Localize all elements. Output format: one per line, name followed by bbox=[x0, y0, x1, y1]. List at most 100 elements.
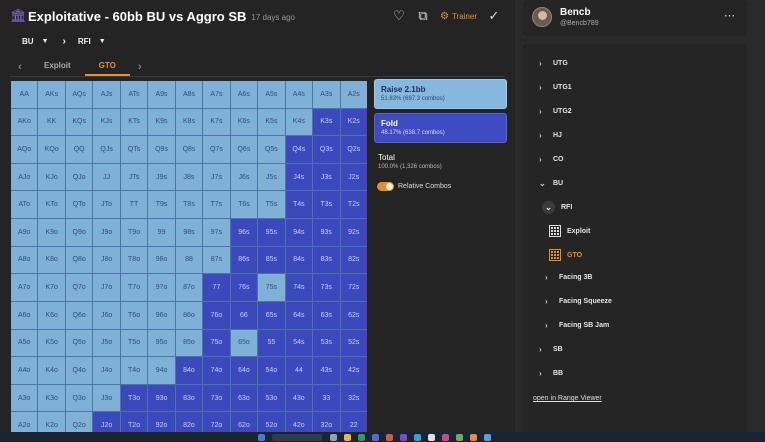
hand-cell[interactable]: T4s bbox=[285, 191, 313, 219]
hand-cell[interactable]: Q5o bbox=[65, 329, 93, 357]
hand-cell[interactable]: A7o bbox=[11, 274, 38, 301]
hand-cell[interactable]: 65s bbox=[258, 301, 285, 329]
hand-cell[interactable]: A5o bbox=[11, 329, 38, 357]
hand-cell[interactable]: Q3o bbox=[65, 384, 93, 412]
hand-cell[interactable]: KQs bbox=[65, 108, 93, 136]
hand-cell[interactable]: J9s bbox=[148, 163, 175, 191]
tree-item-facing-3b[interactable]: › Facing 3B bbox=[545, 273, 592, 282]
hand-cell[interactable]: K9s bbox=[148, 108, 175, 136]
hand-cell[interactable]: 44 bbox=[285, 357, 313, 384]
more-options-icon[interactable]: ⋯ bbox=[724, 10, 735, 22]
hand-cell[interactable]: K5s bbox=[258, 108, 285, 136]
hand-cell[interactable]: Q2s bbox=[340, 136, 367, 163]
hand-cell[interactable]: 93o bbox=[148, 384, 175, 412]
hand-cell[interactable]: K5o bbox=[38, 329, 65, 357]
hand-cell[interactable]: ATo bbox=[11, 191, 38, 219]
hand-cell[interactable]: T7s bbox=[203, 191, 230, 219]
hand-cell[interactable]: J9o bbox=[93, 219, 120, 246]
hand-cell[interactable]: 98o bbox=[148, 246, 175, 274]
hand-cell[interactable]: K6s bbox=[230, 108, 258, 136]
hand-cell[interactable]: KK bbox=[38, 108, 65, 136]
hand-cell[interactable]: ATs bbox=[120, 81, 148, 108]
taskbar-app-icon[interactable] bbox=[386, 434, 393, 441]
tree-item-utg[interactable]: › UTG bbox=[539, 59, 568, 68]
hand-cell[interactable]: 74s bbox=[285, 274, 313, 301]
share-icon[interactable]: ⧉ bbox=[418, 8, 428, 23]
hand-cell[interactable]: 77 bbox=[203, 274, 230, 301]
hand-cell[interactable]: A7s bbox=[203, 81, 230, 108]
hand-cell[interactable]: JTo bbox=[93, 191, 120, 219]
hand-cell[interactable]: 86o bbox=[175, 301, 203, 329]
hand-cell[interactable]: 83o bbox=[175, 384, 203, 412]
hand-cell[interactable]: 62s bbox=[340, 301, 367, 329]
hand-cell[interactable]: 64o bbox=[230, 357, 258, 384]
hand-cell[interactable]: J5s bbox=[258, 163, 285, 191]
hand-cell[interactable]: A3o bbox=[11, 384, 38, 412]
hand-cell[interactable]: K9o bbox=[38, 219, 65, 246]
hand-cell[interactable]: J2s bbox=[340, 163, 367, 191]
hand-cell[interactable]: 96o bbox=[148, 301, 175, 329]
tab-prev-icon[interactable]: ‹ bbox=[18, 61, 22, 73]
hand-cell[interactable]: 87s bbox=[203, 246, 230, 274]
hand-cell[interactable]: 85o bbox=[175, 329, 203, 357]
hand-cell[interactable]: QTo bbox=[65, 191, 93, 219]
hand-cell[interactable]: Q7o bbox=[65, 274, 93, 301]
hand-cell[interactable]: J6s bbox=[230, 163, 258, 191]
tree-item-exploit[interactable]: Exploit bbox=[549, 225, 590, 237]
hand-cell[interactable]: AKs bbox=[38, 81, 65, 108]
hand-cell[interactable]: 87o bbox=[175, 274, 203, 301]
hand-cell[interactable]: 54s bbox=[285, 329, 313, 357]
hand-cell[interactable]: 76s bbox=[230, 274, 258, 301]
hand-cell[interactable]: J3o bbox=[93, 384, 120, 412]
tree-item-bu[interactable]: ⌄ BU bbox=[539, 179, 563, 188]
hand-cell[interactable]: K8s bbox=[175, 108, 203, 136]
hand-cell[interactable]: K2s bbox=[340, 108, 367, 136]
hand-cell[interactable]: A8s bbox=[175, 81, 203, 108]
taskbar-folder-icon[interactable] bbox=[344, 434, 351, 441]
fold-action-card[interactable]: Fold 48.17% (638.7 combos) bbox=[374, 113, 507, 143]
hand-cell[interactable]: Q8o bbox=[65, 246, 93, 274]
taskbar-app-icon[interactable] bbox=[456, 434, 463, 441]
hand-cell[interactable]: KJs bbox=[93, 108, 120, 136]
hand-cell[interactable]: AKo bbox=[11, 108, 38, 136]
hand-cell[interactable]: K4s bbox=[285, 108, 313, 136]
hand-cell[interactable]: T8s bbox=[175, 191, 203, 219]
hand-cell[interactable]: 43o bbox=[285, 384, 313, 412]
breadcrumb-position[interactable]: BU ▼ bbox=[22, 37, 49, 46]
hand-cell[interactable]: A5s bbox=[258, 81, 285, 108]
hand-cell[interactable]: 85s bbox=[258, 246, 285, 274]
hand-cell[interactable]: 55 bbox=[258, 329, 285, 357]
hand-cell[interactable]: 75s bbox=[258, 274, 285, 301]
hand-cell[interactable]: 88 bbox=[175, 246, 203, 274]
hand-cell[interactable]: T6s bbox=[230, 191, 258, 219]
hand-cell[interactable]: 86s bbox=[230, 246, 258, 274]
hand-cell[interactable]: AJs bbox=[93, 81, 120, 108]
hand-cell[interactable]: 73o bbox=[203, 384, 230, 412]
taskbar-app-icon[interactable] bbox=[372, 434, 379, 441]
tree-item-co[interactable]: › CO bbox=[539, 155, 564, 164]
avatar[interactable] bbox=[532, 7, 552, 27]
hand-cell[interactable]: Q9s bbox=[148, 136, 175, 163]
hand-cell[interactable]: J7s bbox=[203, 163, 230, 191]
hand-cell[interactable]: QJs bbox=[93, 136, 120, 163]
hand-cell[interactable]: J3s bbox=[313, 163, 340, 191]
hand-cell[interactable]: A3s bbox=[313, 81, 340, 108]
hand-cell[interactable]: 64s bbox=[285, 301, 313, 329]
hand-cell[interactable]: Q6s bbox=[230, 136, 258, 163]
heart-icon[interactable]: ♡ bbox=[393, 8, 405, 23]
tab-next-icon[interactable]: › bbox=[138, 61, 142, 73]
taskbar-app-icon[interactable] bbox=[428, 434, 435, 441]
hand-cell[interactable]: 99 bbox=[148, 219, 175, 246]
hand-cell[interactable]: QQ bbox=[65, 136, 93, 163]
hand-cell[interactable]: 52s bbox=[340, 329, 367, 357]
hand-cell[interactable]: K7s bbox=[203, 108, 230, 136]
hand-cell[interactable]: 83s bbox=[313, 246, 340, 274]
hand-cell[interactable]: 65o bbox=[230, 329, 258, 357]
hand-cell[interactable]: QJo bbox=[65, 163, 93, 191]
hand-cell[interactable]: JTs bbox=[120, 163, 148, 191]
hand-cell[interactable]: 63s bbox=[313, 301, 340, 329]
hand-cell[interactable]: KTo bbox=[38, 191, 65, 219]
hand-cell[interactable]: 94o bbox=[148, 357, 175, 384]
tree-item-utg2[interactable]: › UTG2 bbox=[539, 107, 572, 116]
hand-cell[interactable]: AA bbox=[11, 81, 38, 108]
